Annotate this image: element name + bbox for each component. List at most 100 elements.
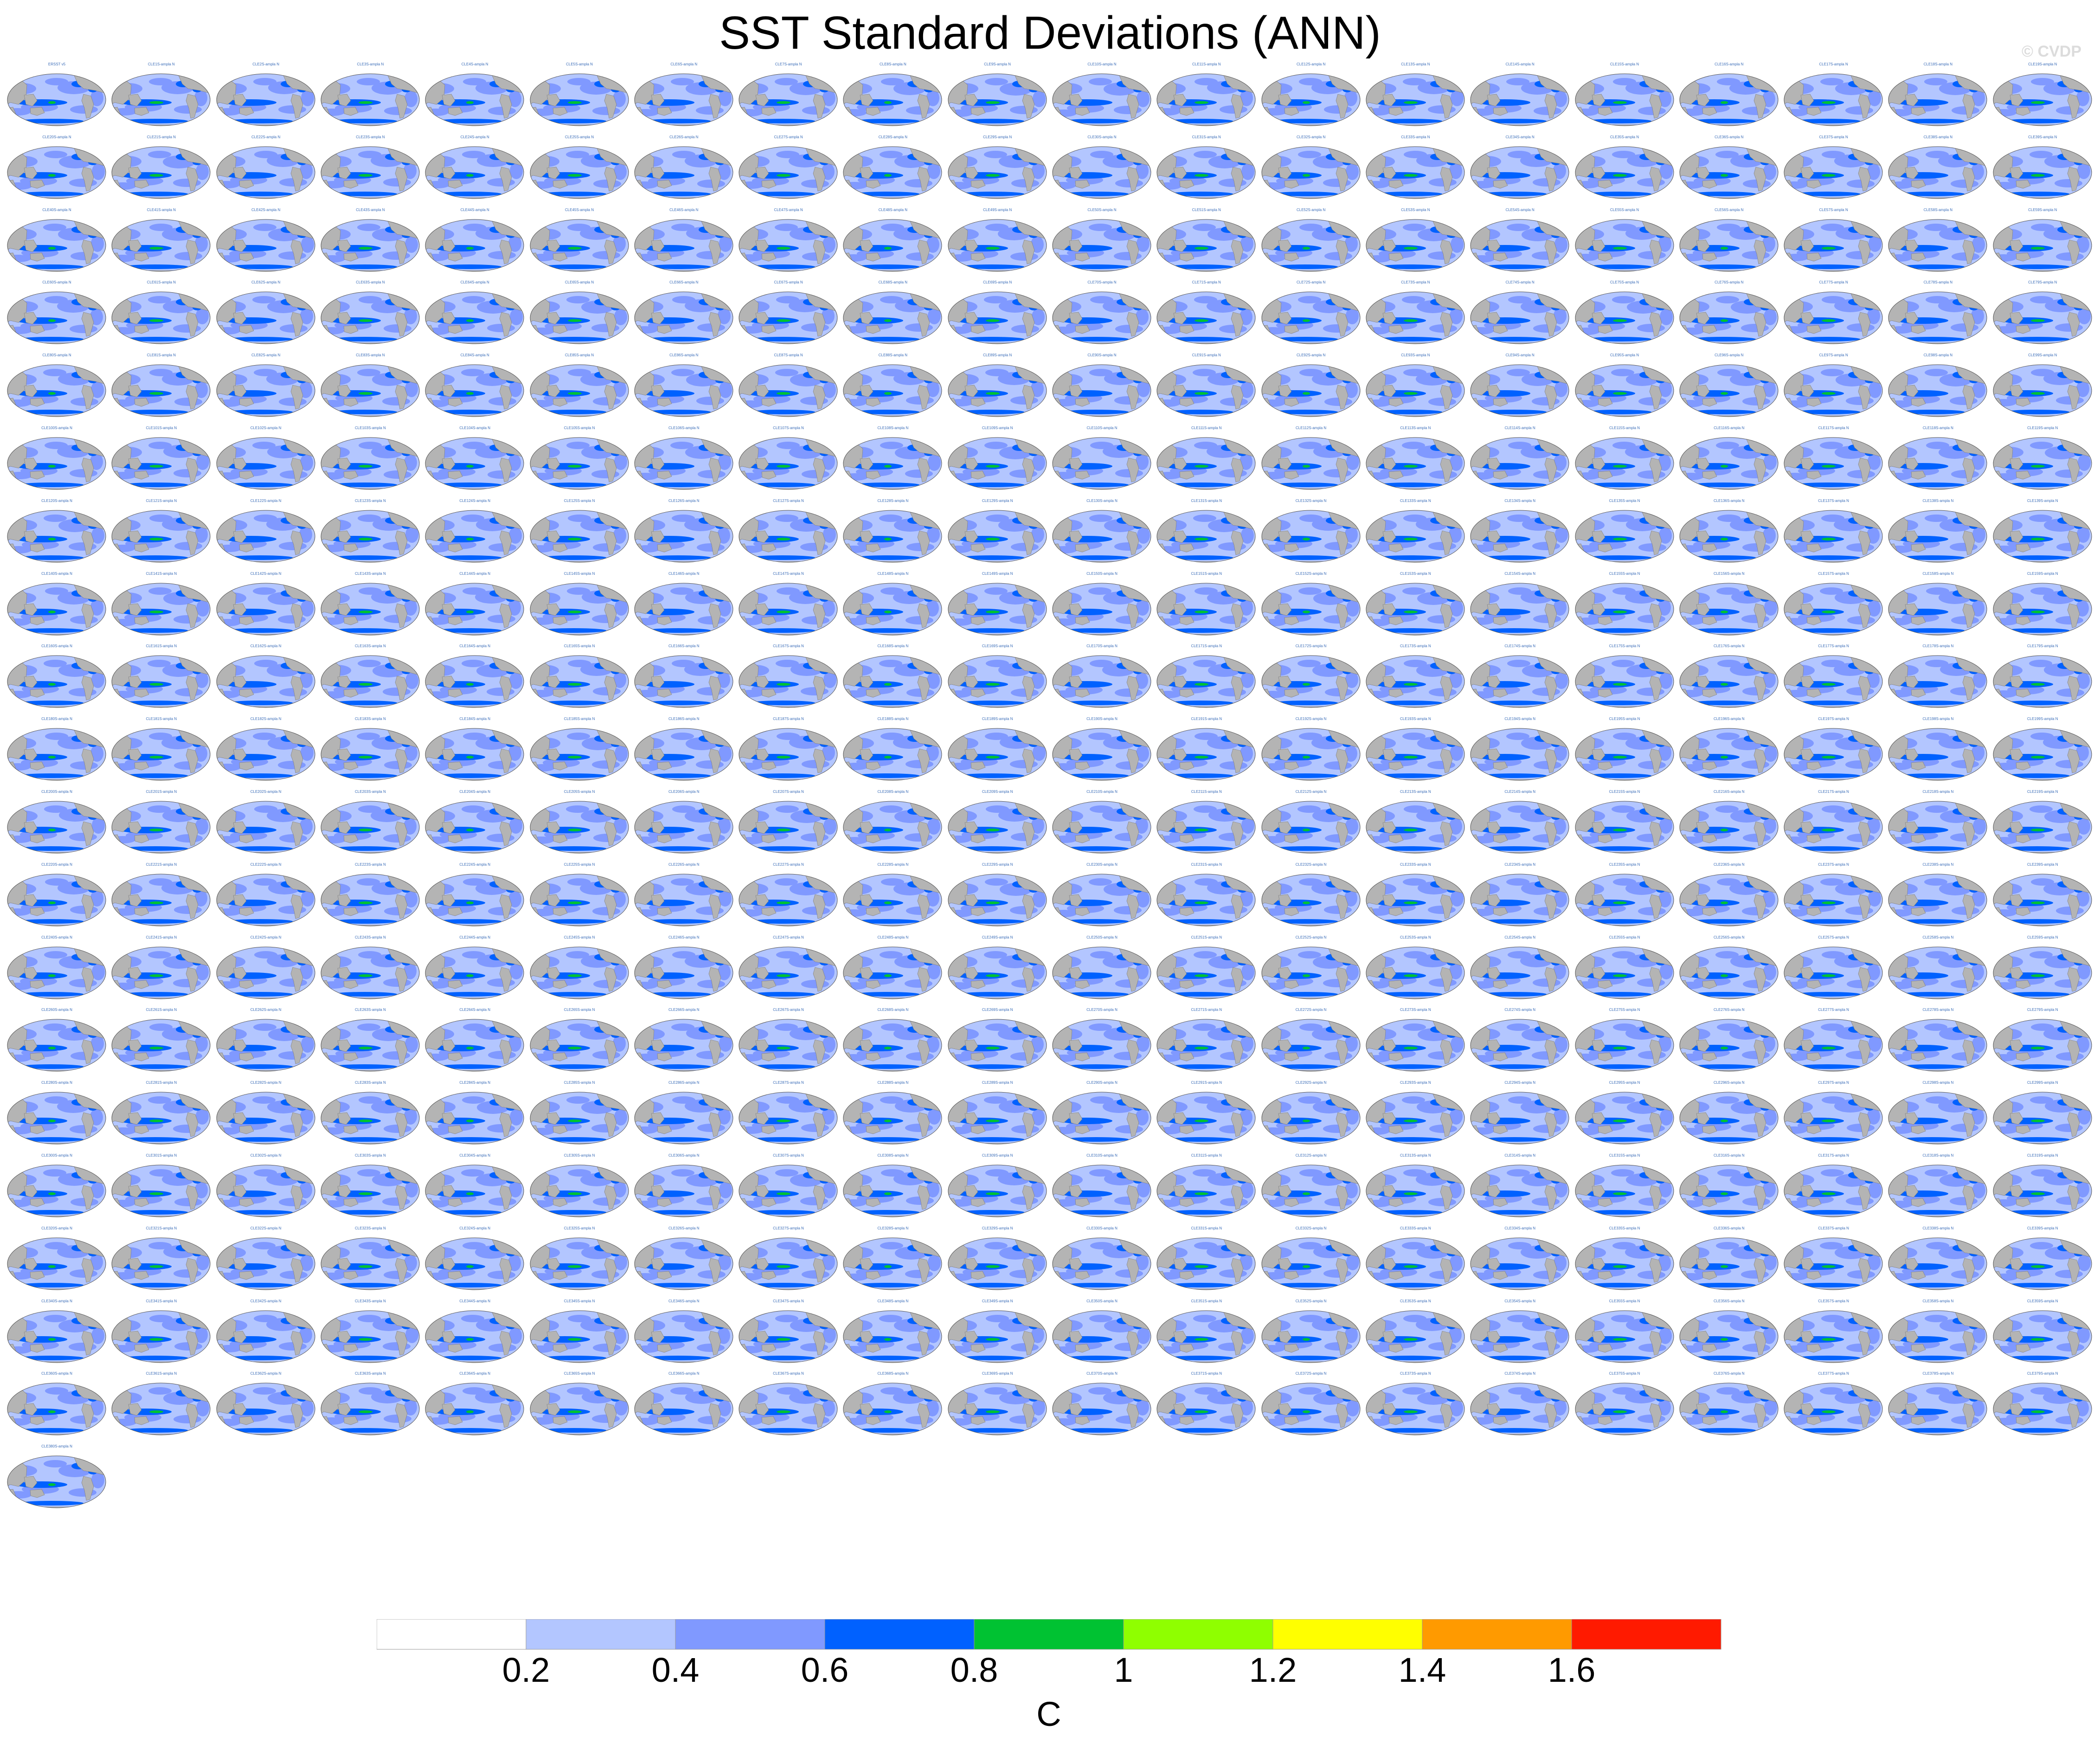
map-panel: CLE88S-ampla N: [841, 353, 945, 422]
sst-high-band: [16, 244, 67, 251]
land-mass: [1382, 312, 1396, 325]
sst-high-band: [1793, 390, 1844, 397]
map-panel-graphic: [111, 364, 211, 417]
panel-title: CLE47S-ampla N: [774, 207, 803, 212]
sst-mid-patch: [1846, 687, 1875, 696]
map-panel: CLE71S-ampla N: [1154, 280, 1259, 349]
map-panel: CLE199S-ampla N: [1991, 716, 2095, 786]
land-mass: [1753, 167, 1766, 192]
sst-mid-patch: [906, 252, 934, 261]
land-mass: [1069, 312, 1083, 325]
map-border: [7, 73, 106, 126]
map-panel-graphic: [739, 219, 838, 272]
land-mass: [1075, 180, 1090, 189]
sst-high-band: [1374, 681, 1426, 688]
panel-title: CLE140S-ampla N: [41, 571, 72, 576]
sst-mid-patch: [530, 690, 553, 698]
map-panel-graphic: [1470, 219, 1569, 272]
sst-mid-patch: [1323, 105, 1352, 114]
sst-mid-patch: [1784, 690, 1810, 698]
land-mass: [1905, 94, 1919, 107]
sst-mid-patch: [1716, 587, 1740, 595]
land-mass: [1911, 107, 1926, 116]
land-mass: [1179, 325, 1194, 334]
map-panel-graphic: [1679, 655, 1779, 708]
land-mass: [1592, 94, 1605, 107]
map-panel-graphic: [7, 728, 106, 781]
sst-mid-patch: [634, 326, 658, 334]
sst-mid-patch: [634, 764, 659, 772]
sst-mid-patch: [1762, 235, 1775, 252]
sst-mid-patch: [1741, 107, 1770, 115]
sst-high-band: [750, 119, 816, 123]
map-panel-graphic: [1052, 510, 1151, 563]
panel-title: CLE105S-ampla N: [564, 426, 595, 430]
map-panel-graphic: [1993, 146, 2092, 199]
sst-mid-patch: [843, 181, 868, 189]
sst-peak-core: [567, 610, 582, 613]
sst-mid-patch: [1324, 251, 1352, 260]
sst-high-band: [1793, 244, 1844, 251]
panel-title: CLE63S-ampla N: [356, 280, 385, 285]
sst-mid-patch: [1115, 688, 1143, 697]
map-panel: CLE82S-ampla N: [214, 353, 318, 422]
sst-mid-patch: [1679, 253, 1705, 261]
land-mass: [448, 107, 463, 116]
sst-mid-patch: [739, 109, 763, 116]
panel-title: CLE30S-ampla N: [1087, 135, 1117, 139]
panel-title: CLE5S-ampla N: [566, 62, 593, 66]
sst-mid-patch: [1115, 325, 1143, 334]
sst-mid-patch: [1507, 660, 1531, 668]
panel-title: CLE155S-ampla N: [1609, 571, 1640, 576]
map-panel: CLE15S-ampla N: [1573, 62, 1677, 131]
land-mass: [239, 180, 254, 189]
sst-mid-patch: [321, 109, 345, 116]
sst-mid-patch: [1323, 761, 1352, 770]
sst-high-band: [854, 119, 920, 123]
panel-title: CLE177S-ampla N: [1818, 644, 1849, 649]
sst-mid-patch: [358, 805, 381, 813]
sst-high-band: [854, 337, 920, 342]
panel-title: CLE45S-ampla N: [565, 207, 594, 212]
sst-peak-core: [567, 392, 582, 395]
sst-mid-patch: [1402, 223, 1426, 231]
land-mass: [499, 239, 512, 264]
panel-title: CLE176S-ampla N: [1713, 644, 1745, 649]
map-panel-graphic: [1784, 219, 1883, 272]
map-panel-graphic: [1052, 801, 1151, 854]
map-panel-graphic: [739, 801, 838, 854]
land-mass: [604, 239, 617, 264]
land-mass: [128, 94, 142, 107]
map-border: [948, 291, 1047, 344]
map-panel: CLE3S-ampla N: [318, 62, 423, 131]
map-panel-graphic: [1156, 146, 1256, 199]
map-panel-graphic: [216, 364, 315, 417]
sst-high-band: [434, 681, 486, 688]
map-panel-graphic: [1261, 146, 1361, 199]
sst-mid-patch: [1575, 109, 1599, 116]
sst-mid-patch: [530, 545, 553, 553]
sst-mid-patch: [1951, 179, 1979, 188]
map-panel-graphic: [1052, 655, 1151, 708]
sst-high-band: [1688, 244, 1740, 251]
map-panel-graphic: [1888, 219, 1987, 272]
land-mass: [1022, 94, 1035, 119]
sst-mid-patch: [253, 369, 277, 377]
sst-mid-patch: [148, 442, 172, 449]
map-panel-graphic: [1679, 437, 1779, 490]
sst-mid-patch: [44, 660, 67, 668]
sst-peak-core: [1403, 392, 1418, 395]
sst-high-band: [1584, 608, 1635, 615]
panel-title: CLE204S-ampla N: [459, 790, 491, 794]
sst-high-band: [643, 754, 694, 761]
map-panel-graphic: [425, 437, 524, 490]
sst-peak-core: [777, 610, 791, 613]
sst-mid-patch: [566, 587, 590, 595]
map-panel-graphic: [216, 728, 315, 781]
map-panel-graphic: [948, 437, 1047, 490]
map-panel: CLE143S-ampla N: [318, 571, 423, 641]
land-mass: [1075, 252, 1090, 261]
land-mass: [343, 252, 359, 261]
map-panel-graphic: [321, 437, 420, 490]
sst-mid-patch: [739, 763, 763, 771]
